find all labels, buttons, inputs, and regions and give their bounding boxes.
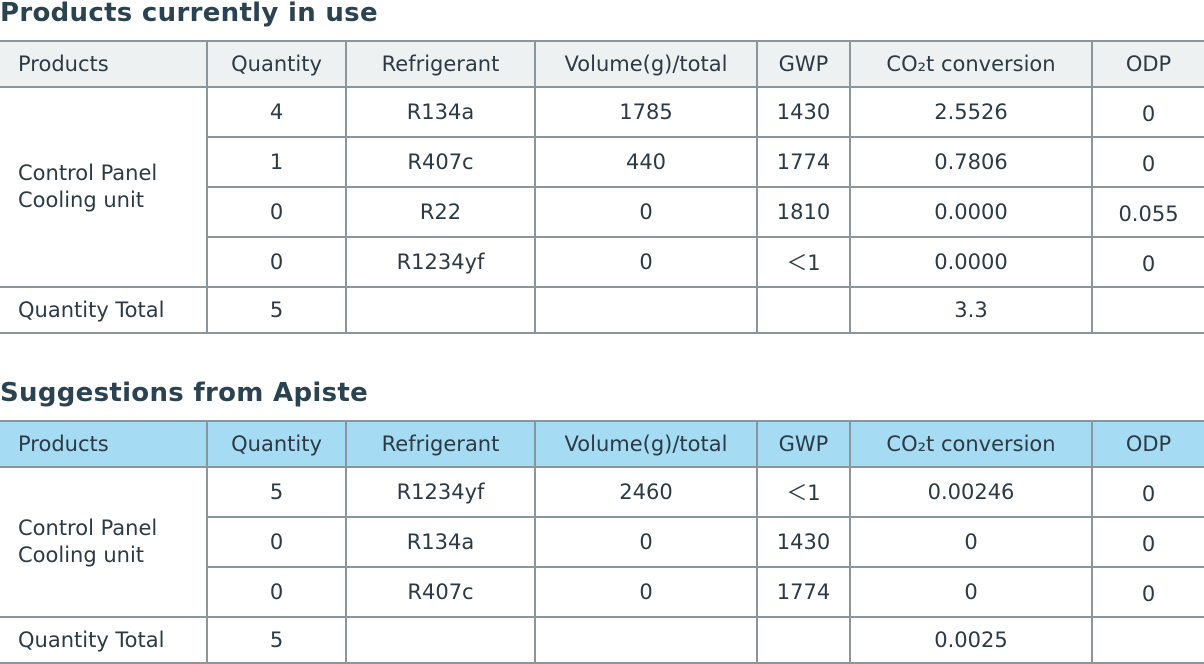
refrigerant-cell: R407c [345,566,536,618]
volume-cell: 440 [534,136,758,188]
quantity-cell: 0 [207,236,347,288]
quantity-cell: 4 [206,86,347,138]
product-name-line-1: Control Panel [18,516,158,540]
header-volume: Volume(g)/total [534,420,758,468]
odp-cell: 0 [1091,136,1204,188]
volume-cell: 0 [534,186,758,238]
quantity-cell: 0 [207,516,347,568]
refrigerant-cell: R134a [345,86,536,138]
empty-cell [345,286,536,334]
co2t-cell: 2.5526 [849,86,1093,138]
co2t-cell: 0.00246 [849,466,1093,518]
volume-cell: 0 [534,516,758,568]
odp-cell: 0 [1091,86,1204,138]
refrigerant-cell: R407c [345,136,536,188]
odp-cell: 0 [1091,466,1204,518]
empty-cell [345,616,536,664]
refrigerant-cell: R1234yf [345,466,536,518]
product-name-line-2: Cooling unit [18,543,145,567]
empty-cell [1091,286,1204,334]
total-quantity: 5 [206,286,347,334]
table-row: 0 R22 0 1810 0.0000 0.055 [0,186,1204,238]
quantity-cell: 1 [207,136,347,188]
refrigerant-cell: R22 [345,186,536,238]
volume-cell: 2460 [534,466,758,518]
header-gwp: GWP [756,420,851,468]
total-co2t: 0.0025 [849,616,1093,664]
volume-cell: 0 [534,566,758,618]
gwp-cell: ＜1 [756,236,851,288]
header-products: Products [0,40,208,88]
quantity-cell: 0 [207,186,347,238]
empty-cell [534,286,758,334]
table-header-row: Products Quantity Refrigerant Volume(g)/… [0,40,1204,88]
empty-cell [534,616,758,664]
total-label: Quantity Total [0,286,208,334]
co2t-cell: 0.7806 [849,136,1093,188]
table-row: Control Panel Cooling unit 4 R134a 1785 … [0,86,1204,288]
gwp-cell: 1774 [756,566,851,618]
total-co2t: 3.3 [849,286,1093,334]
table-header-row: Products Quantity Refrigerant Volume(g)/… [0,420,1204,468]
header-quantity: Quantity [206,420,347,468]
header-products: Products [0,420,208,468]
product-name-line-2: Cooling unit [18,188,145,212]
odp-cell: 0.055 [1091,186,1204,238]
total-label: Quantity Total [0,616,208,664]
table-row: 0 R134a 0 1430 0 0 [0,516,1204,568]
table-row: Control Panel Cooling unit 5 R1234yf 246… [0,466,1204,618]
table-row: 0 R407c 0 1774 0 0 [0,566,1204,618]
total-row: Quantity Total 5 3.3 [0,286,1204,334]
volume-cell: 0 [534,236,758,288]
empty-cell [756,286,851,334]
header-quantity: Quantity [206,40,347,88]
odp-cell: 0 [1091,566,1204,618]
header-refrigerant: Refrigerant [345,420,536,468]
odp-cell: 0 [1091,236,1204,288]
header-volume: Volume(g)/total [534,40,758,88]
total-row: Quantity Total 5 0.0025 [0,616,1204,664]
current-products-table: Products Quantity Refrigerant Volume(g)/… [0,40,1204,334]
gwp-cell: 1774 [756,136,851,188]
gwp-cell: 1430 [756,86,851,138]
co2t-cell: 0.0000 [849,236,1093,288]
gwp-cell: 1810 [756,186,851,238]
odp-cell: 0 [1091,516,1204,568]
empty-cell [1091,616,1204,664]
volume-cell: 1785 [534,86,758,138]
suggestions-title: Suggestions from Apiste [0,378,369,408]
gwp-cell: ＜1 [756,466,851,518]
header-odp: ODP [1091,40,1204,88]
refrigerant-cell: R1234yf [345,236,536,288]
product-name-line-1: Control Panel [18,161,158,185]
table-row: 1 R407c 440 1774 0.7806 0 [0,136,1204,188]
co2t-cell: 0.0000 [849,186,1093,238]
gwp-cell: 1430 [756,516,851,568]
co2t-cell: 0 [849,516,1093,568]
current-products-title: Products currently in use [0,0,378,28]
suggestions-table: Products Quantity Refrigerant Volume(g)/… [0,420,1204,664]
refrigerant-cell: R134a [345,516,536,568]
header-co2t: CO₂t conversion [849,40,1093,88]
header-refrigerant: Refrigerant [345,40,536,88]
co2t-cell: 0 [849,566,1093,618]
total-quantity: 5 [206,616,347,664]
header-odp: ODP [1091,420,1204,468]
empty-cell [756,616,851,664]
quantity-cell: 5 [206,466,347,518]
product-group-cell: Control Panel Cooling unit [0,466,208,618]
table-row: 0 R1234yf 0 ＜1 0.0000 0 [0,236,1204,288]
quantity-cell: 0 [207,566,347,618]
header-co2t: CO₂t conversion [849,420,1093,468]
product-group-cell: Control Panel Cooling unit [0,86,208,288]
header-gwp: GWP [756,40,851,88]
